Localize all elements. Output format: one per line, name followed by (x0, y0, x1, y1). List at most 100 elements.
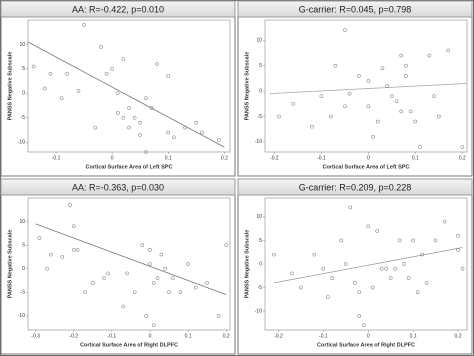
data-point (65, 71, 70, 76)
data-point (404, 73, 408, 78)
x-tick-label: 0.1 (165, 155, 172, 161)
data-point (148, 248, 152, 252)
x-tick-label: 0 (149, 333, 152, 339)
y-tick-label: 5 (259, 238, 262, 244)
data-point (68, 203, 72, 207)
data-point (333, 63, 338, 68)
data-point (375, 229, 380, 233)
x-tick-label: 0 (111, 155, 114, 161)
x-tick-label: -0.1 (319, 333, 328, 339)
data-point (385, 84, 389, 88)
data-point (140, 243, 145, 247)
data-point (371, 134, 375, 139)
data-point (361, 323, 366, 328)
panel-header (0, 0, 236, 18)
data-point (151, 281, 156, 285)
data-point (415, 290, 420, 295)
data-point (366, 104, 371, 109)
data-point (456, 248, 460, 252)
y-tick-label: 5 (22, 66, 25, 72)
data-point (121, 304, 126, 309)
data-point (310, 124, 314, 129)
y-tick-label: 10 (256, 214, 262, 220)
data-point (460, 266, 465, 271)
data-point (132, 115, 137, 120)
x-tick-label: -0.3 (31, 333, 40, 339)
data-point (49, 252, 53, 257)
data-point (460, 145, 465, 149)
x-axis-label: Cortical Surface Area of Left SPC (86, 164, 173, 170)
data-point (205, 281, 209, 285)
data-point (172, 135, 176, 140)
data-point (83, 290, 88, 295)
data-point (151, 323, 156, 328)
data-point (159, 252, 164, 257)
data-point (277, 114, 281, 119)
data-point (45, 266, 49, 271)
data-point (357, 290, 362, 295)
data-point (166, 74, 171, 79)
data-point (216, 137, 221, 142)
data-point (347, 91, 352, 96)
data-point (357, 73, 361, 78)
data-point (339, 238, 344, 243)
data-point (115, 91, 120, 96)
trend-line (269, 83, 468, 95)
data-point (404, 63, 408, 68)
data-point (193, 285, 198, 290)
panel-header (237, 178, 473, 196)
data-point (149, 106, 154, 110)
data-point (348, 205, 353, 210)
data-point (384, 266, 389, 271)
data-point (436, 114, 441, 119)
data-point (37, 236, 42, 240)
y-axis-label: PANSS Negative Subscale (7, 230, 13, 299)
data-point (432, 94, 436, 99)
data-point (366, 79, 371, 83)
x-tick-label: 0.2 (223, 333, 230, 339)
y-tick-label: -5 (258, 285, 263, 291)
data-point (59, 96, 64, 101)
data-point (321, 266, 326, 271)
x-tick-label: 0.2 (459, 155, 466, 161)
plot-area (27, 197, 231, 331)
data-point (127, 106, 131, 110)
data-point (394, 99, 399, 104)
x-tick-label: -0.1 (317, 155, 326, 161)
data-point (224, 243, 229, 247)
y-axis-label: PANSS Negative Subscale (7, 52, 13, 121)
panel-header (237, 0, 473, 18)
data-point (379, 266, 384, 271)
data-point (343, 28, 347, 33)
data-point (418, 145, 422, 149)
panel-title: G-carrier: R=0.045, p=0.798 (299, 4, 412, 14)
data-point (408, 109, 413, 114)
data-point (216, 314, 221, 318)
data-point (138, 120, 143, 125)
data-point (427, 53, 432, 58)
data-point (352, 281, 357, 285)
x-tick-label: -0.2 (274, 333, 283, 339)
data-point (194, 120, 199, 125)
data-point (200, 130, 204, 135)
data-point (106, 271, 110, 276)
y-tick-label: -5 (21, 115, 26, 121)
x-tick-label: 0.1 (185, 333, 192, 339)
data-point (170, 276, 175, 280)
data-point (42, 86, 47, 91)
data-point (399, 53, 404, 58)
x-axis-label: Cortical Surface Area of Right DLPFC (80, 342, 178, 348)
y-tick-label: 10 (19, 219, 25, 225)
x-tick-label: 0.2 (455, 333, 462, 339)
data-point (31, 64, 36, 69)
y-axis-label: PANSS Negative Subscale (244, 52, 250, 121)
data-point (424, 281, 429, 285)
data-point (393, 266, 398, 271)
data-point (291, 101, 296, 106)
x-tick-label: -0.1 (108, 333, 117, 339)
data-point (442, 219, 447, 224)
panel-title: G-carrier: R=0.209, p=0.228 (299, 182, 412, 192)
x-tick-label: -0.2 (69, 333, 78, 339)
y-tick-label: -10 (255, 308, 262, 314)
